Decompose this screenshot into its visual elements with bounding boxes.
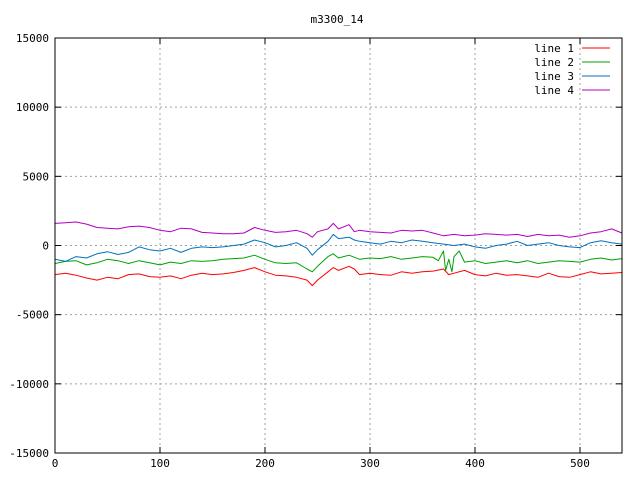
x-tick-label: 200 — [255, 457, 275, 470]
x-tick-label: 0 — [52, 457, 59, 470]
series-line-2 — [54, 250, 623, 273]
grid — [55, 38, 622, 453]
series-line-3 — [54, 233, 623, 262]
y-tick-label: 5000 — [23, 170, 50, 183]
x-tick-label: 500 — [570, 457, 590, 470]
y-tick-label: 0 — [42, 240, 49, 253]
legend-label-2: line 2 — [534, 56, 574, 69]
x-tick-label: 300 — [360, 457, 380, 470]
legend-label-3: line 3 — [534, 70, 574, 83]
y-tick-label: -10000 — [9, 378, 49, 391]
x-tick-label: 100 — [150, 457, 170, 470]
y-tick-label: -15000 — [9, 447, 49, 460]
y-tick-label: 15000 — [16, 32, 49, 45]
y-tick-label: -5000 — [16, 309, 49, 322]
plot-area — [54, 221, 623, 287]
legend-label-4: line 4 — [534, 84, 574, 97]
x-tick-label: 400 — [465, 457, 485, 470]
legend-label-1: line 1 — [534, 42, 574, 55]
axes: 0 100 200 300 400 500 -15000 -10000 -5000 0 5000 10… — [9, 32, 622, 470]
y-tick-label: 10000 — [16, 101, 49, 114]
series-line-4 — [54, 221, 623, 238]
series-line-1 — [54, 265, 623, 287]
chart-title: m3300_14 — [311, 13, 364, 26]
